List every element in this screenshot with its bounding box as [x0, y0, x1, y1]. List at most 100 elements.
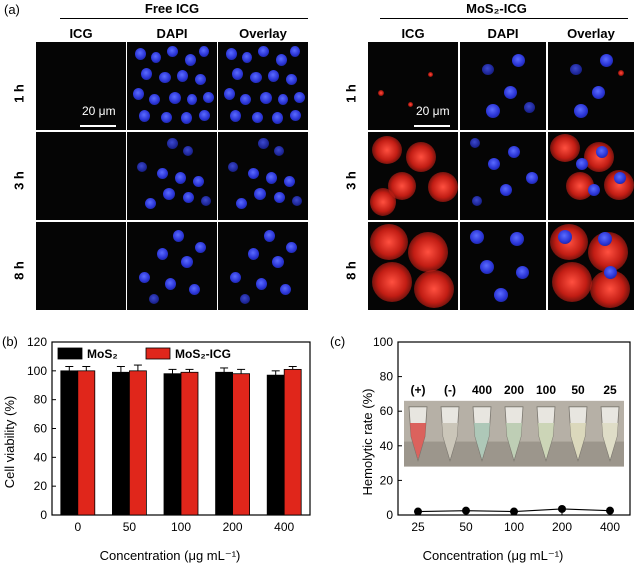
legend-swatch [145, 347, 171, 360]
chart-c-plot-area: 0 20 40 60 80 100 25 50 100 200 400 (+) (-) 400 200 100… [373, 335, 631, 534]
legend-label: MoS₂ [87, 347, 118, 361]
bar-mos2 [163, 373, 182, 516]
tube-liquid [442, 422, 458, 460]
bar-mos2 [112, 371, 130, 516]
x-tick-label: 50 [459, 520, 473, 534]
chart-c-y-axis-title: Hemolytic rate (%) [360, 389, 375, 496]
micrograph-mos2-icg-1h-overlay [548, 42, 634, 130]
tube-label: (+) [411, 383, 426, 397]
row-label-1h-left: 1 h [11, 84, 27, 103]
y-tick-label: 80 [34, 393, 48, 407]
free-icg-header: Free ICG [144, 1, 200, 16]
bar-mos2 [60, 370, 79, 516]
tube-liquid [410, 422, 426, 460]
y-tick-label: 80 [380, 370, 394, 384]
x-tick-label: 100 [504, 520, 524, 534]
x-tick-label: 400 [600, 520, 620, 534]
y-tick-label: 60 [34, 422, 48, 436]
y-tick-label: 40 [34, 450, 48, 464]
y-tick-label: 20 [34, 479, 48, 493]
micrograph-mos2-icg-8h-overlay [548, 222, 634, 310]
scale-bar-label-right: 20 μm [416, 104, 450, 118]
tube-label: 100 [536, 383, 556, 397]
row-label-3h-left: 3 h [11, 171, 27, 190]
hemolysis-point [414, 507, 422, 516]
micrograph-free-icg-3h-overlay [218, 132, 308, 220]
panel-c-label: (c) [330, 334, 345, 349]
hemolysis-point [606, 506, 614, 515]
legend-label: MoS₂-ICG [175, 347, 231, 361]
micrograph-free-icg-1h-icg [36, 42, 126, 130]
tube-label: (-) [444, 383, 456, 397]
col-header-icg-left: ICG [69, 26, 93, 41]
col-header-overlay-left: Overlay [239, 26, 287, 41]
micrograph-free-icg-1h-dapi [127, 42, 217, 130]
chart-b-x-axis-title: Concentration (μg mL⁻¹) [100, 548, 241, 563]
y-tick-label: 40 [380, 439, 394, 453]
micrograph-free-icg-8h-overlay [218, 222, 308, 310]
x-tick-label: 50 [123, 520, 137, 534]
hemolysis-point [558, 504, 566, 513]
col-header-dapi-left: DAPI [156, 26, 188, 41]
x-tick-label: 200 [552, 520, 572, 534]
bar-mos2 [266, 374, 285, 516]
scale-bar-label-left: 20 μm [82, 104, 116, 118]
micrograph-mos2-icg-3h-overlay [548, 132, 634, 220]
row-label-1h-right: 1 h [343, 84, 359, 103]
tube-liquid [570, 422, 586, 460]
scale-bar [80, 125, 116, 127]
micrograph-free-icg-8h-dapi [127, 222, 217, 310]
bar-mos2 [215, 371, 234, 516]
x-tick-label: 400 [274, 520, 294, 534]
hemolysis-point [510, 507, 518, 516]
mos2-icg-header: MoS₂-ICG [466, 1, 527, 16]
chart-b-y-axis-title: Cell viability (%) [2, 396, 17, 488]
y-tick-label: 20 [380, 473, 394, 487]
y-tick-label: 0 [386, 508, 393, 522]
free-icg-header-rule [60, 18, 308, 19]
tube-liquid [474, 422, 490, 460]
scale-bar [414, 125, 450, 127]
bar-mos2-icg [283, 368, 302, 516]
bar-mos2-icg [128, 370, 147, 516]
y-tick-label: 0 [40, 508, 47, 522]
chart-b-plot-area: 0 20 40 60 80 100 120 0 50 100 200 400 MoS₂ MoS₂-ICG [27, 335, 311, 534]
panel-b-label: (b) [2, 334, 18, 349]
hemolytic-rate-chart: (c) 0 20 40 60 80 100 25 50 100 200 400 (+) (-) 400 20… [330, 334, 631, 563]
micrograph-free-icg-1h-overlay [218, 42, 308, 130]
tube-label: 400 [472, 383, 492, 397]
bar-mos2-icg [77, 370, 96, 516]
row-label-3h-right: 3 h [343, 171, 359, 190]
hemolysis-point [462, 506, 470, 515]
x-tick-label: 25 [411, 520, 425, 534]
legend-swatch [57, 347, 83, 360]
col-header-overlay-right: Overlay [567, 26, 615, 41]
micrograph-free-icg-3h-icg [36, 132, 126, 220]
tube-liquid [538, 422, 554, 460]
x-tick-label: 0 [74, 520, 81, 534]
x-tick-label: 100 [171, 520, 191, 534]
bar-mos2-icg [232, 373, 251, 516]
row-label-8h-right: 8 h [343, 261, 359, 280]
y-tick-label: 120 [27, 335, 47, 349]
micrograph-free-icg-8h-icg [36, 222, 126, 310]
micrograph-mos2-icg-8h-dapi [460, 222, 546, 310]
micrograph-mos2-icg-3h-icg [368, 132, 458, 220]
micrograph-mos2-icg-1h-dapi [460, 42, 546, 130]
chart-c-x-axis-title: Concentration (μg mL⁻¹) [423, 548, 564, 563]
y-tick-label: 60 [380, 404, 394, 418]
y-tick-label: 100 [27, 364, 47, 378]
micrograph-mos2-icg-1h-icg [368, 42, 458, 130]
row-label-8h-left: 8 h [11, 261, 27, 280]
panel-a-label: (a) [4, 2, 20, 17]
micrograph-mos2-icg-8h-icg [368, 222, 458, 310]
tube-liquid [602, 422, 618, 460]
y-tick-label: 100 [373, 335, 393, 349]
cell-viability-chart: (b) 0 20 40 60 80 100 120 0 50 100 200 400 MoS₂ MoS₂-… [2, 334, 311, 563]
col-header-dapi-right: DAPI [487, 26, 519, 41]
tube-label: 200 [504, 383, 524, 397]
tube-label: 50 [571, 383, 585, 397]
micrograph-mos2-icg-3h-dapi [460, 132, 546, 220]
tube-label: 25 [603, 383, 617, 397]
mos2-icg-header-rule [380, 18, 628, 19]
